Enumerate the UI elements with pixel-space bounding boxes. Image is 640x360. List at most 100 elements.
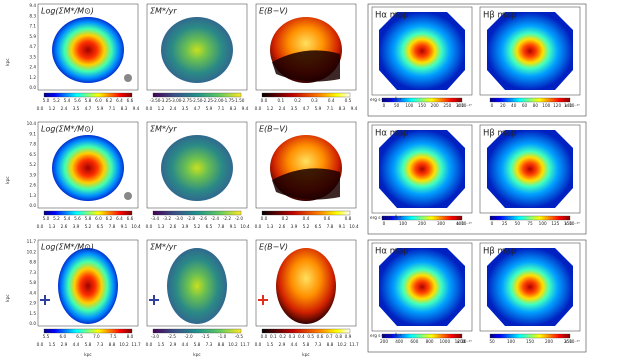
colorbar-tick-label: 0.3 bbox=[311, 98, 318, 103]
colorbar-tick-label: 7.5 bbox=[110, 334, 117, 339]
x-axis-label: kpc bbox=[193, 352, 201, 357]
panel-title: Log(ΣM*/M⊙) bbox=[41, 243, 94, 252]
colorbar-tick-label: -2.0 bbox=[185, 334, 194, 339]
colorbar-tick-label: 0.2 bbox=[279, 334, 286, 339]
y-tick-label: 4.4 bbox=[29, 290, 36, 295]
colorbar-tick-label: 0.0 bbox=[261, 334, 268, 339]
map-image bbox=[161, 17, 233, 83]
colorbar-tick-label: 6.6 bbox=[127, 216, 134, 221]
x-tick-label: 7.8 bbox=[327, 224, 334, 229]
beam-marker bbox=[124, 192, 132, 200]
x-tick-label: 1.2 bbox=[49, 106, 56, 111]
colorbar-tick-label: -2.0 bbox=[235, 216, 244, 221]
x-tick-label: 3.5 bbox=[291, 106, 298, 111]
x-tick-label: 5.2 bbox=[194, 224, 201, 229]
x-tick-label: 0.0 bbox=[146, 224, 153, 229]
map-image bbox=[276, 248, 336, 324]
x-axis-label: kpc bbox=[302, 352, 310, 357]
colorbar-tick-label: 0.6 bbox=[324, 216, 331, 221]
y-tick-label: 7.3 bbox=[29, 270, 36, 275]
colorbar-tick-label: -3.0 bbox=[151, 334, 160, 339]
colorbar-tick-label: 0.5 bbox=[345, 98, 352, 103]
y-tick-label: 0.0 bbox=[29, 85, 36, 90]
x-tick-label: 4.4 bbox=[182, 342, 189, 347]
x-tick-label: 11.7 bbox=[349, 342, 359, 347]
panel-title: E(B−V) bbox=[259, 7, 288, 16]
colorbar-tick-label: 0.9 bbox=[345, 334, 352, 339]
x-tick-label: 9.1 bbox=[339, 224, 346, 229]
y-tick-label: 1.2 bbox=[29, 75, 36, 80]
panel-box bbox=[367, 239, 587, 353]
colorbar bbox=[381, 97, 463, 103]
x-tick-label: 8.8 bbox=[218, 342, 225, 347]
colorbar-tick-label: 8.0 bbox=[127, 334, 134, 339]
colorbar-tick-label: 0.0 bbox=[261, 98, 268, 103]
x-tick-label: 1.3 bbox=[267, 224, 274, 229]
map-image bbox=[272, 168, 340, 200]
colorbar-tick-label: 0.3 bbox=[289, 334, 296, 339]
x-tick-label: 2.9 bbox=[61, 342, 68, 347]
y-tick-label: 5.9 bbox=[29, 34, 36, 39]
colorbar-tick-label: 0.1 bbox=[270, 334, 277, 339]
x-tick-label: 9.4 bbox=[351, 106, 358, 111]
colorbar-tick-label: -3.25 bbox=[160, 98, 171, 103]
colorbar-tick-label: 6.0 bbox=[59, 334, 66, 339]
colorbar-tick-label: -3.4 bbox=[151, 216, 160, 221]
x-tick-label: 8.8 bbox=[327, 342, 334, 347]
colorbar-tick-label: 0.8 bbox=[345, 216, 352, 221]
map-image bbox=[167, 248, 227, 324]
colorbar-tick-label: -1.75 bbox=[223, 98, 234, 103]
y-axis-label: kpc bbox=[5, 176, 10, 184]
map-image bbox=[487, 130, 573, 208]
x-tick-label: 2.4 bbox=[279, 106, 286, 111]
y-tick-label: 7.8 bbox=[29, 142, 36, 147]
map-image bbox=[58, 248, 118, 324]
x-tick-label: 0.0 bbox=[37, 106, 44, 111]
x-tick-label: 10.2 bbox=[119, 342, 129, 347]
colorbar bbox=[489, 97, 571, 103]
colorbar-tick-label: 0.4 bbox=[303, 216, 310, 221]
x-tick-label: 5.9 bbox=[97, 106, 104, 111]
map-image bbox=[379, 130, 465, 208]
panel-title: ΣM*/yr bbox=[150, 243, 177, 252]
colorbar-tick-label: -1.5 bbox=[201, 334, 210, 339]
colorbar-tick-label: 7.0 bbox=[93, 334, 100, 339]
colorbar-tick-label: 200 bbox=[431, 103, 439, 108]
colorbar-tick-label: 50 bbox=[489, 339, 495, 344]
x-tick-label: 9.1 bbox=[121, 224, 128, 229]
colorbar bbox=[152, 328, 242, 334]
colorbar-tick-label: 250 bbox=[443, 103, 451, 108]
colorbar-tick-label: 0.0 bbox=[261, 216, 268, 221]
x-tick-label: 5.8 bbox=[85, 342, 92, 347]
panel-box bbox=[367, 3, 587, 117]
y-tick-label: 11.7 bbox=[27, 239, 37, 244]
colorbar-tick-label: 5.4 bbox=[64, 98, 71, 103]
colorbar-tick-label: -2.00 bbox=[213, 98, 224, 103]
x-tick-label: 3.5 bbox=[73, 106, 80, 111]
x-tick-label: 5.9 bbox=[315, 106, 322, 111]
colorbar-tick-label: 6.2 bbox=[106, 98, 113, 103]
map-image bbox=[161, 135, 233, 201]
x-tick-label: 10.4 bbox=[240, 224, 250, 229]
x-tick-label: 7.1 bbox=[109, 106, 116, 111]
x-tick-label: 7.3 bbox=[206, 342, 213, 347]
x-tick-label: 2.6 bbox=[170, 224, 177, 229]
colorbar-tick-label: 300 bbox=[456, 103, 464, 108]
colorbar-tick-label: 250 bbox=[564, 339, 572, 344]
colorbar-scale: × 10⁻²⁰ bbox=[456, 221, 472, 226]
x-tick-label: 1.5 bbox=[49, 342, 56, 347]
x-tick-label: 2.4 bbox=[61, 106, 68, 111]
x-tick-label: 5.8 bbox=[303, 342, 310, 347]
colorbar-tick-label: 1200 bbox=[455, 339, 466, 344]
x-tick-label: 7.8 bbox=[218, 224, 225, 229]
colorbar-tick-label: 0.6 bbox=[317, 334, 324, 339]
colorbar-tick-label: 6.0 bbox=[95, 216, 102, 221]
x-tick-label: 0.0 bbox=[255, 342, 262, 347]
colorbar-scale: × 10⁻²⁰ bbox=[564, 339, 580, 344]
x-tick-label: 2.9 bbox=[170, 342, 177, 347]
map-image bbox=[487, 248, 573, 326]
map-image bbox=[487, 12, 573, 90]
colorbar bbox=[489, 333, 571, 339]
colorbar-tick-label: 0.8 bbox=[335, 334, 342, 339]
